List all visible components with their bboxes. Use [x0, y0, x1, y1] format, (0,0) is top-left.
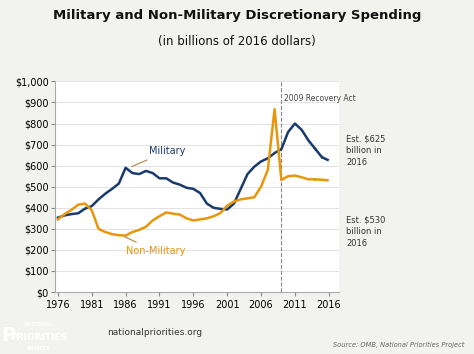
Text: nationalpriorities.org: nationalpriorities.org: [107, 327, 202, 337]
Text: P: P: [1, 326, 15, 345]
Text: 2009 Recovery Act: 2009 Recovery Act: [284, 94, 356, 103]
Text: Est. $625
billion in
2016: Est. $625 billion in 2016: [346, 134, 385, 167]
Text: Military and Non-Military Discretionary Spending: Military and Non-Military Discretionary …: [53, 9, 421, 22]
Text: PROJECT: PROJECT: [27, 346, 51, 351]
Text: PRIORITIES: PRIORITIES: [10, 333, 67, 342]
Text: Est. $530
billion in
2016: Est. $530 billion in 2016: [346, 216, 385, 248]
Text: Non-Military: Non-Military: [125, 237, 185, 256]
Text: (in billions of 2016 dollars): (in billions of 2016 dollars): [158, 35, 316, 48]
Text: NATIONAL: NATIONAL: [24, 322, 54, 327]
Text: Military: Military: [132, 146, 186, 167]
Text: Source: OMB, National Priorities Project: Source: OMB, National Priorities Project: [333, 342, 465, 348]
